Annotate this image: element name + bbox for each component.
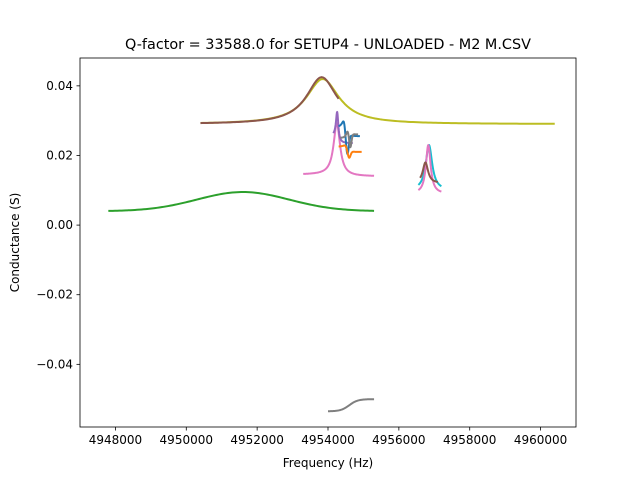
series-line-11: [419, 161, 439, 184]
y-tick-label: 0.02: [46, 148, 73, 162]
x-tick-label: 4948000: [89, 433, 142, 447]
series-line-8: [339, 130, 359, 149]
x-axis-ticks: 4948000 4950000 4952000 4954000 4956000 49580…: [89, 427, 567, 447]
series-line-2: [200, 76, 340, 125]
x-tick-label: 4952000: [230, 433, 283, 447]
x-axis-title: Frequency (Hz): [283, 456, 374, 470]
x-tick-label: 4954000: [301, 433, 354, 447]
series-layer: [108, 76, 555, 413]
series-line-10: [417, 144, 442, 193]
y-tick-label: −0.02: [36, 288, 73, 302]
series-line-7: [338, 144, 363, 159]
y-tick-label: −0.04: [36, 357, 73, 371]
y-axis-title: Conductance (S): [8, 193, 22, 293]
x-tick-label: 4956000: [372, 433, 425, 447]
series-line-12: [327, 398, 375, 413]
x-tick-label: 4950000: [160, 433, 213, 447]
y-tick-label: 0.04: [46, 79, 73, 93]
chart-title: Q-factor = 33588.0 for SETUP4 - UNLOADED…: [125, 37, 531, 53]
x-tick-label: 4960000: [514, 433, 567, 447]
series-line-3: [108, 191, 375, 212]
y-tick-label: 0.00: [46, 218, 73, 232]
x-tick-label: 4958000: [443, 433, 496, 447]
y-axis-ticks: −0.04 −0.02 0.00 0.02 0.04: [36, 79, 80, 371]
